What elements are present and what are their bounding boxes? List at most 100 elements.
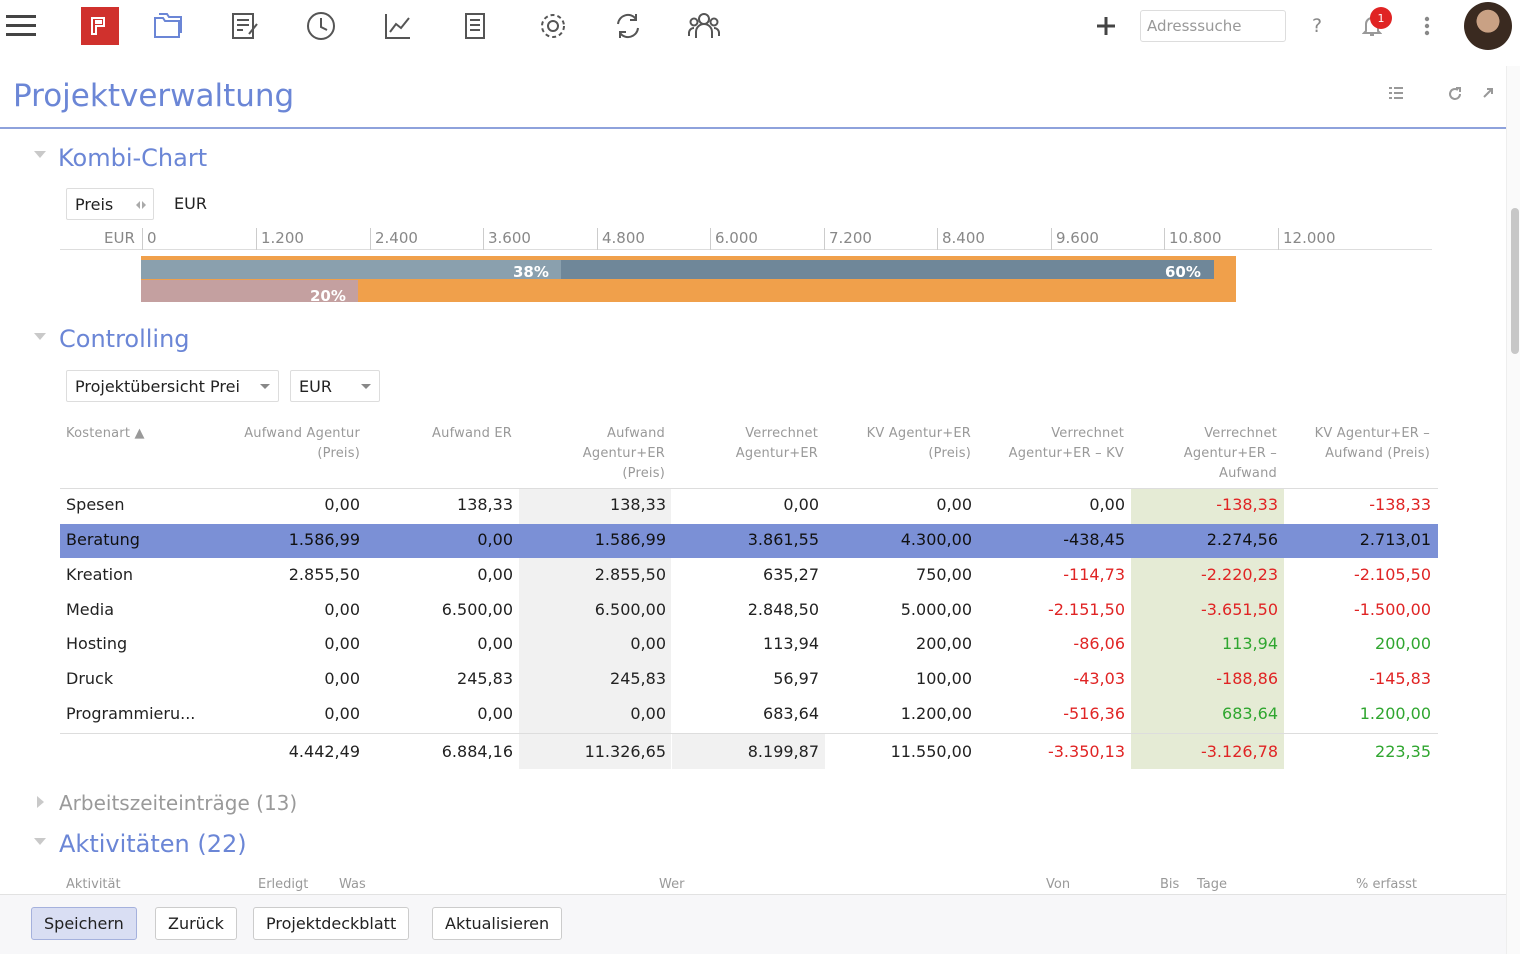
measure-select[interactable]: Preis	[66, 188, 154, 220]
cell-value: -145,83	[1369, 669, 1431, 688]
akt-col-erfasst[interactable]: % erfasst	[1356, 877, 1418, 892]
axis-tick: 1.200	[256, 228, 304, 250]
cell-value: 0,00	[324, 600, 360, 619]
page-title: Projektverwaltung	[13, 78, 295, 114]
address-search-input[interactable]	[1140, 10, 1286, 42]
akt-col-tage[interactable]: Tage	[1197, 877, 1228, 892]
cell-value: 2.855,50	[594, 565, 666, 584]
table-total-divider	[60, 733, 1438, 734]
cell-value: -438,45	[1063, 530, 1125, 549]
col-head-aufwand-agentur-er[interactable]: Aufwand Agentur+ER (Preis)	[582, 426, 665, 481]
cell-value: 3.861,55	[747, 530, 819, 549]
cell-value: 683,64	[1222, 704, 1278, 723]
akt-col-von[interactable]: Von	[1046, 877, 1071, 892]
cell-value: -114,73	[1063, 565, 1125, 584]
user-avatar[interactable]	[1464, 2, 1512, 50]
kombi-collapse-arrow-icon[interactable]	[34, 151, 46, 158]
chevron-down-icon	[361, 384, 371, 389]
col-head-aufwand-agentur[interactable]: Aufwand Agentur (Preis)	[244, 426, 360, 461]
scrollbar-track[interactable]	[1506, 66, 1520, 954]
help-icon[interactable]: ?	[1311, 15, 1323, 37]
col-head-verrechnet-kv[interactable]: Verrechnet Agentur+ER – KV	[1008, 426, 1124, 461]
arbeitszeit-expand-arrow-icon[interactable]	[37, 796, 44, 808]
view-select[interactable]: Projektübersicht Prei	[66, 370, 279, 402]
refresh-button[interactable]: Aktualisieren	[432, 907, 563, 940]
folders-icon[interactable]	[150, 6, 186, 46]
cell-value: -138,33	[1369, 495, 1431, 514]
cell-kostenart: Spesen	[66, 495, 125, 514]
reload-icon[interactable]	[1447, 86, 1463, 106]
list-view-icon[interactable]	[1388, 86, 1404, 104]
gear-icon[interactable]	[535, 6, 571, 46]
arbeitszeit-heading[interactable]: Arbeitszeiteinträge (13)	[59, 791, 298, 815]
notification-badge: 1	[1370, 7, 1392, 29]
app-logo[interactable]	[81, 7, 119, 45]
plus-icon[interactable]	[1092, 6, 1120, 46]
col-head-kostenart[interactable]: Kostenart ▲	[66, 426, 145, 441]
akt-col-bis[interactable]: Bis	[1160, 877, 1180, 892]
cell-value: 0,00	[630, 634, 666, 653]
selected-row-highlight	[60, 524, 1438, 558]
swap-arrows-icon	[136, 201, 146, 209]
chevron-down-icon	[260, 384, 270, 389]
menu-icon[interactable]	[4, 6, 38, 46]
title-divider	[0, 127, 1506, 129]
cell-value: 2.274,56	[1206, 530, 1278, 549]
cell-value: 6.500,00	[594, 600, 666, 619]
kombi-bar-rose[interactable]	[141, 280, 358, 302]
cell-value: 1.586,99	[594, 530, 666, 549]
team-icon[interactable]	[686, 6, 722, 46]
col-head-kv-aufwand[interactable]: KV Agentur+ER – Aufwand (Preis)	[1314, 426, 1430, 461]
col-head-aufwand-er[interactable]: Aufwand ER	[432, 426, 512, 441]
col-head-kv[interactable]: KV Agentur+ER (Preis)	[866, 426, 971, 461]
expand-icon[interactable]	[1481, 86, 1495, 104]
cell-kostenart: Kreation	[66, 565, 134, 584]
controlling-collapse-arrow-icon[interactable]	[34, 333, 46, 340]
cell-value: -2.220,23	[1200, 565, 1278, 584]
axis-tick: 10.800	[1164, 228, 1222, 250]
cover-sheet-button[interactable]: Projektdeckblatt	[253, 907, 410, 940]
documents-icon[interactable]	[457, 6, 493, 46]
col-head-verrechnet[interactable]: Verrechnet Agentur+ER	[735, 426, 818, 461]
axis-tick: 0	[142, 228, 157, 250]
aktivitaeten-heading[interactable]: Aktivitäten (22)	[59, 830, 247, 858]
cell-value: 200,00	[916, 634, 972, 653]
cell-value: 2.855,50	[288, 565, 360, 584]
total-cell: -3.350,13	[1047, 742, 1125, 761]
akt-col-erledigt[interactable]: Erledigt	[258, 877, 309, 892]
axis-tick: 6.000	[710, 228, 758, 250]
currency-select[interactable]: EUR	[290, 370, 380, 402]
total-cell: 223,35	[1375, 742, 1431, 761]
total-cell: 6.884,16	[441, 742, 513, 761]
total-cell: -3.126,78	[1200, 742, 1278, 761]
akt-col-was[interactable]: Was	[339, 877, 366, 892]
kombi-chart-heading[interactable]: Kombi-Chart	[58, 144, 208, 172]
more-icon[interactable]	[1418, 6, 1436, 46]
cell-value: 0,00	[1089, 495, 1125, 514]
controlling-heading[interactable]: Controlling	[59, 325, 190, 353]
chart-line-icon[interactable]	[380, 6, 416, 46]
cell-kostenart: Media	[66, 600, 115, 619]
aktivitaeten-collapse-arrow-icon[interactable]	[34, 838, 46, 845]
akt-col-wer[interactable]: Wer	[659, 877, 685, 892]
sync-icon[interactable]	[610, 6, 646, 46]
cell-value: 0,00	[324, 669, 360, 688]
edit-list-icon[interactable]	[227, 6, 263, 46]
scrollbar-thumb[interactable]	[1511, 208, 1519, 354]
kombi-bar-label: 38%	[513, 263, 549, 281]
kombi-bar-light-grey[interactable]	[141, 260, 561, 279]
cell-value: 0,00	[936, 495, 972, 514]
cell-value: 138,33	[610, 495, 666, 514]
back-button[interactable]: Zurück	[155, 907, 237, 940]
akt-col-aktivitaet[interactable]: Aktivität	[66, 877, 121, 892]
kombi-axis: EUR 0 1.200 2.400 3.600 4.800 6.000 7.20…	[60, 228, 1432, 250]
top-toolbar: ? 1	[0, 0, 1520, 52]
clock-icon[interactable]	[303, 6, 339, 46]
cell-value: 0,00	[324, 634, 360, 653]
col-head-verrechnet-aufwand[interactable]: Verrechnet Agentur+ER – Aufwand	[1183, 426, 1277, 481]
cell-value: 100,00	[916, 669, 972, 688]
cell-value: 138,33	[457, 495, 513, 514]
save-button[interactable]: Speichern	[31, 907, 137, 940]
total-cell: 11.326,65	[584, 742, 666, 761]
total-cell: 11.550,00	[890, 742, 972, 761]
